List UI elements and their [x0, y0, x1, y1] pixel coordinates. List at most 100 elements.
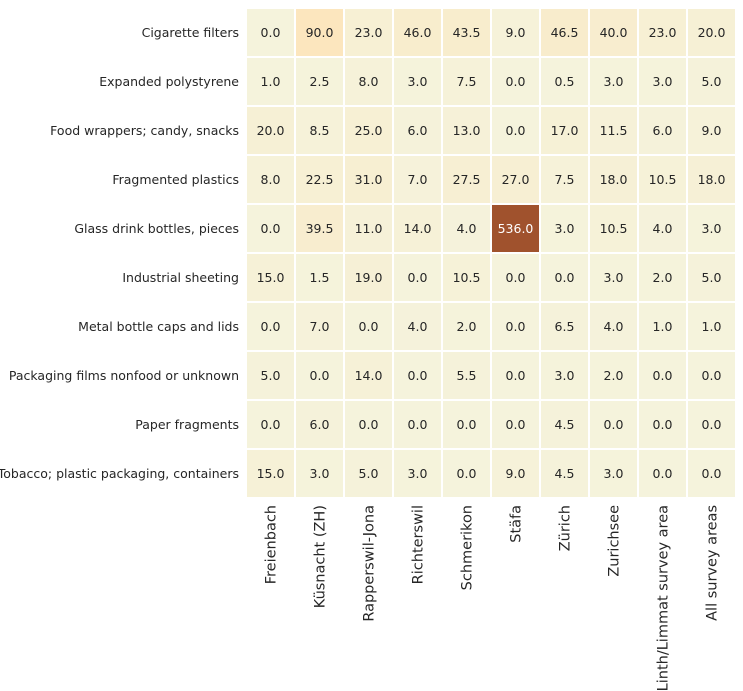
column-tick-label: All survey areas: [705, 505, 721, 621]
cell-value-label: 3.0: [310, 466, 330, 481]
heatmap-cell: [588, 203, 639, 254]
heatmap-cell: [490, 56, 541, 107]
cell-value-label: 18.0: [600, 172, 628, 187]
cell-value-label: 4.0: [408, 319, 428, 334]
cell-value-label: 10.5: [453, 270, 481, 285]
cell-value-label: 0.5: [555, 74, 575, 89]
cell-value-label: 14.0: [404, 221, 432, 236]
cell-value-label: 0.0: [359, 417, 379, 432]
cell-value-label: 14.0: [355, 368, 383, 383]
cell-value-label: 13.0: [453, 123, 481, 138]
cell-value-label: 0.0: [653, 368, 673, 383]
cell-value-label: 6.5: [555, 319, 575, 334]
heatmap-cell: [294, 350, 345, 401]
row-labels: Cigarette filters Expanded polystyrene Foo…: [0, 25, 239, 481]
cell-value-label: 19.0: [355, 270, 383, 285]
column-tick-label: Richterswil: [411, 505, 427, 584]
cell-value-label: 0.0: [457, 466, 477, 481]
heatmap-cell: [686, 56, 737, 107]
column-tick-label: Küsnacht (ZH): [313, 505, 329, 608]
cell-value-label: 6.0: [310, 417, 330, 432]
cell-value-label: 31.0: [355, 172, 383, 187]
cell-value-label: 3.0: [653, 74, 673, 89]
cell-value-label: 18.0: [698, 172, 726, 187]
cell-value-label: 4.0: [457, 221, 477, 236]
heatmap-cell: [294, 448, 345, 499]
heatmap-cell: [686, 448, 737, 499]
cell-value-label: 9.0: [506, 25, 526, 40]
heatmap-cell: [637, 350, 688, 401]
cell-value-label: 0.0: [555, 270, 575, 285]
heatmap-cell: [539, 448, 590, 499]
cell-value-label: 0.0: [457, 417, 477, 432]
cell-value-label: 0.0: [261, 25, 281, 40]
cell-value-label: 43.5: [453, 25, 481, 40]
cell-value-label: 0.0: [653, 466, 673, 481]
heatmap-cell: [637, 252, 688, 303]
cell-value-label: 11.0: [355, 221, 383, 236]
cell-value-label: 27.0: [502, 172, 530, 187]
cell-value-label: 5.0: [702, 270, 722, 285]
column-tick-label: Rapperswil-Jona: [362, 505, 378, 622]
cell-value-label: 39.5: [306, 221, 334, 236]
cell-value-label: 3.0: [702, 221, 722, 236]
heatmap-cell: [637, 105, 688, 156]
heatmap-cell: [441, 399, 492, 450]
cell-value-label: 6.0: [408, 123, 428, 138]
heatmap-cell: [245, 301, 296, 352]
row-tick-label: Tobacco; plastic packaging, containers: [0, 466, 239, 481]
heatmap-cell: [539, 154, 590, 205]
heatmap-cell: [686, 203, 737, 254]
cell-value-label: 7.0: [310, 319, 330, 334]
cell-value-label: 3.0: [604, 74, 624, 89]
heatmap-cell: [539, 301, 590, 352]
heatmap-cell: [245, 399, 296, 450]
heatmap-cell: [686, 350, 737, 401]
cell-value-label: 23.0: [355, 25, 383, 40]
column-tick-label: Stäfa: [509, 505, 525, 543]
heatmap-cell: [686, 399, 737, 450]
cell-value-label: 2.0: [457, 319, 477, 334]
heatmap-cell: [343, 105, 394, 156]
heatmap-cell: [588, 7, 639, 58]
cell-value-label: 17.0: [551, 123, 579, 138]
heatmap-cell: [686, 7, 737, 58]
column-tick-label: Linth/Limmat survey area: [656, 505, 672, 691]
heatmap-cells: 0.0 90.0 23.0 46.0 43.5 9.0 46.5 40.0 23.0 20.0 1.…: [245, 7, 737, 499]
cell-value-label: 4.0: [604, 319, 624, 334]
row-tick-label: Cigarette filters: [142, 25, 239, 40]
heatmap-cell: [490, 301, 541, 352]
cell-value-label: 8.0: [261, 172, 281, 187]
cell-value-label: 5.0: [359, 466, 379, 481]
heatmap-cell: [245, 105, 296, 156]
cell-value-label: 2.0: [653, 270, 673, 285]
heatmap-cell: [441, 203, 492, 254]
cell-value-label: 46.0: [404, 25, 432, 40]
cell-value-label: 20.0: [698, 25, 726, 40]
cell-value-label: 3.0: [408, 466, 428, 481]
cell-value-label: 0.0: [506, 74, 526, 89]
heatmap-cell: [539, 350, 590, 401]
cell-value-label: 3.0: [604, 466, 624, 481]
heatmap-cell: [441, 252, 492, 303]
cell-value-label: 2.0: [604, 368, 624, 383]
cell-value-label: 0.0: [506, 417, 526, 432]
heatmap-cell: [392, 301, 443, 352]
column-tick-label: Schmerikon: [460, 505, 476, 590]
cell-value-label: 7.5: [457, 74, 477, 89]
cell-value-label: 0.0: [261, 221, 281, 236]
cell-value-label: 7.5: [555, 172, 575, 187]
heatmap-cell: [588, 399, 639, 450]
heatmap-cell: [637, 399, 688, 450]
cell-value-label: 1.0: [702, 319, 722, 334]
cell-value-label: 15.0: [257, 270, 285, 285]
row-tick-label: Industrial sheeting: [122, 270, 239, 285]
cell-value-label: 0.0: [506, 270, 526, 285]
heatmap-cell: [539, 105, 590, 156]
heatmap-cell: [245, 252, 296, 303]
cell-value-label: 8.5: [310, 123, 330, 138]
row-tick-label: Food wrappers; candy, snacks: [50, 123, 239, 138]
heatmap-cell: [392, 448, 443, 499]
cell-value-label: 46.5: [551, 25, 579, 40]
cell-value-label: 0.0: [506, 319, 526, 334]
